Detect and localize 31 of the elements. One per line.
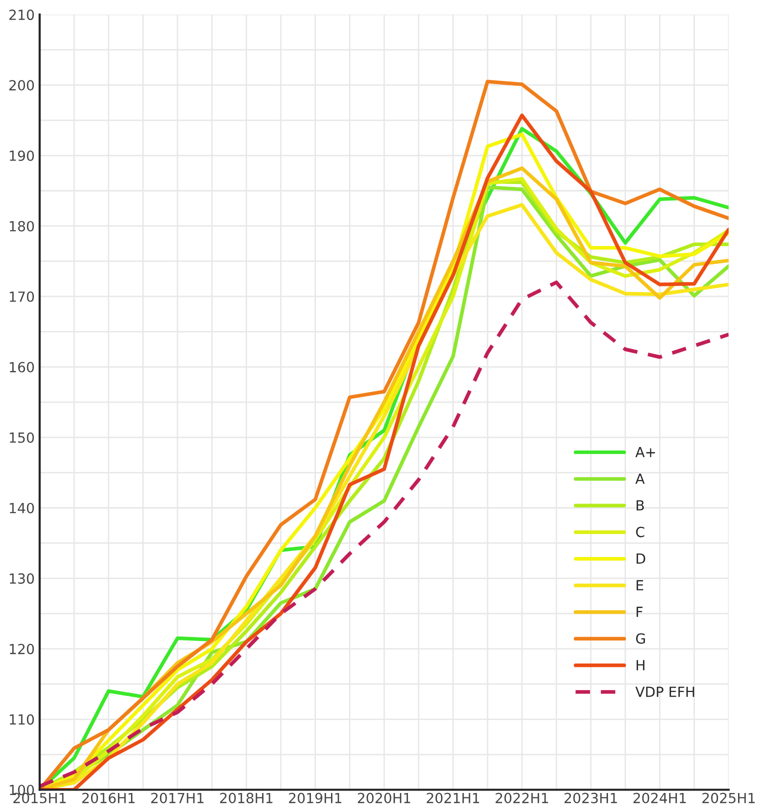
legend-label: B [636,500,644,510]
legend-label: D [636,554,646,564]
y-tick-label: 140 [10,502,34,514]
x-tick-label: 2024H1 [633,792,686,804]
legend-label: G [636,633,645,644]
legend-label: C [636,526,644,538]
legend-label: VDP EFH [635,686,694,697]
x-tick-label: 2019H1 [288,792,342,804]
x-tick-label: 2020H1 [358,792,410,804]
y-tick-label: 200 [9,80,34,91]
x-tick-label: 2017H1 [151,792,204,804]
y-tick-label: 130 [10,573,34,584]
x-tick-label: 2022H1 [496,792,548,804]
legend-label: H [636,660,644,670]
y-tick-label: 150 [10,432,34,443]
x-tick-label: 2023H1 [564,792,617,804]
legend-label: A [635,474,645,484]
legend-label: E [636,580,644,590]
y-tick-label: 180 [10,220,34,232]
x-tick-label: 2025H1 [702,792,755,804]
x-tick-label: 2021H1 [426,792,480,804]
x-tick-label: 2016H1 [82,792,135,804]
legend-label: A+ [635,446,655,458]
y-tick-label: 160 [10,362,34,372]
y-tick-label: 170 [10,291,34,302]
legend-label: F [636,606,642,617]
x-tick-label: 2018H1 [220,792,272,804]
y-tick-label: 190 [10,150,34,161]
y-tick-label: 210 [9,10,34,20]
y-tick-label: 110 [10,714,34,725]
y-tick-label: 120 [10,644,34,654]
